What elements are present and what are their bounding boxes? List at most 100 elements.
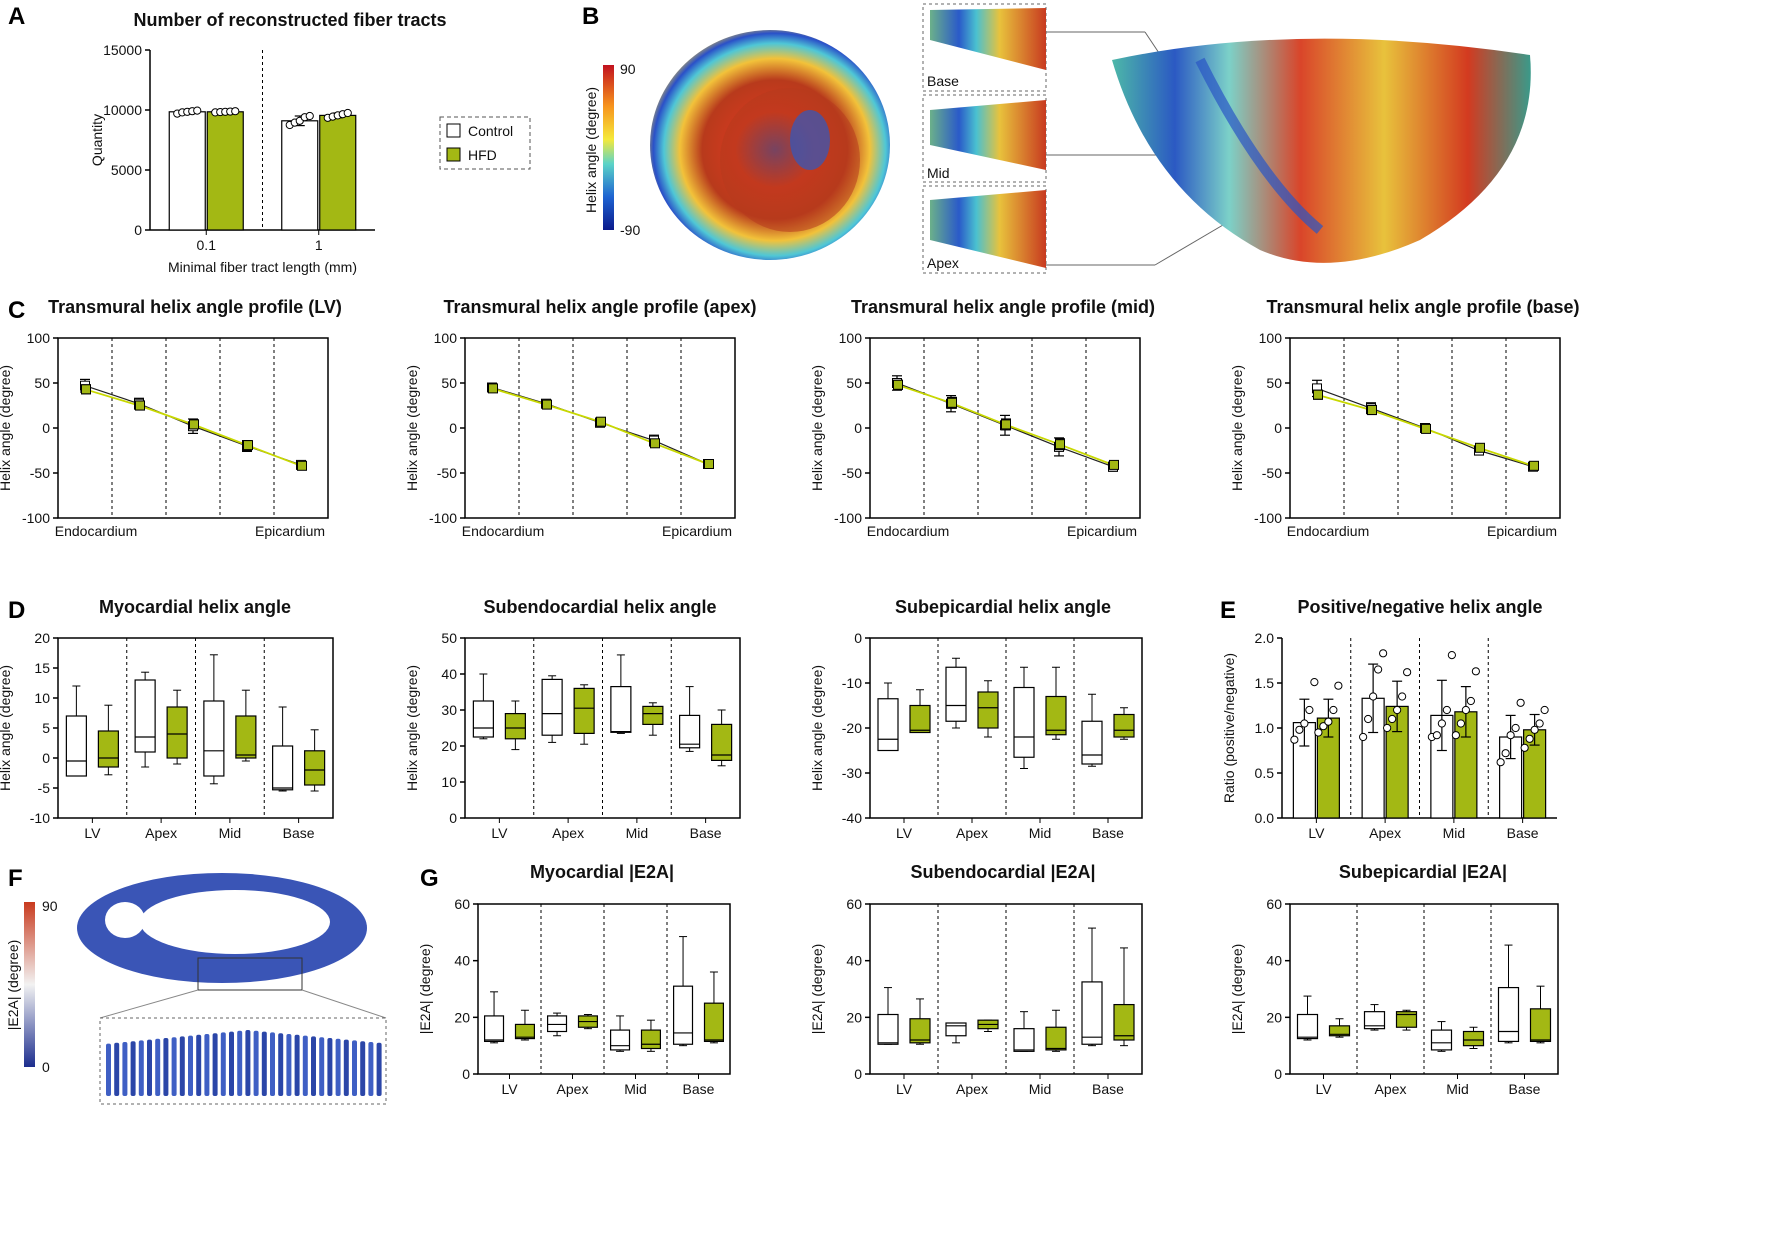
hfd-marker	[704, 459, 714, 469]
x-tick-label: Base	[1092, 1081, 1124, 1097]
data-point	[1300, 719, 1309, 728]
hfd-marker	[135, 400, 145, 411]
y-tick-label: 15	[34, 660, 50, 676]
x-label-epicardium: Epicardium	[1067, 523, 1137, 539]
x-tick-label: LV	[84, 825, 101, 841]
hfd-box	[1113, 713, 1135, 738]
data-point	[1334, 681, 1343, 690]
y-tick-label: 0.5	[1255, 765, 1275, 781]
x-tick-label: Apex	[956, 1081, 988, 1097]
y-axis-label: Helix angle (degree)	[0, 665, 13, 791]
data-point	[1364, 714, 1373, 724]
y-tick-label: 0	[854, 1066, 862, 1082]
helix-colorbar-min: -90	[620, 222, 640, 238]
hfd-box	[514, 1023, 535, 1040]
fiber-column	[352, 1040, 357, 1096]
y-tick-label: 15000	[103, 42, 142, 58]
hfd-marker	[488, 383, 498, 394]
fiber-column	[220, 1032, 226, 1096]
y-tick-label: 40	[441, 666, 457, 682]
panel-f-image: 90 0 |E2A| (degree)	[5, 873, 387, 1105]
x-tick-label: Apex	[1369, 825, 1401, 841]
chart-title: Myocardial helix angle	[99, 597, 291, 617]
fiber-column	[237, 1030, 243, 1096]
y-tick-label: 50	[441, 375, 457, 391]
y-tick-label: -10	[30, 810, 50, 826]
y-tick-label: -100	[1254, 510, 1282, 526]
data-point	[1520, 743, 1529, 752]
control-box	[945, 666, 967, 722]
x-tick-label: LV	[501, 1081, 518, 1097]
hfd-box	[504, 712, 526, 740]
data-point	[1383, 723, 1392, 733]
chart-g2: Subendocardial |E2A| 60 40 20 0 |E2A| (degree…	[809, 862, 1143, 1097]
plot-frame	[1289, 337, 1561, 519]
y-tick-label: 1.0	[1255, 720, 1275, 736]
inset-mid-label: Mid	[927, 165, 950, 181]
data-point	[1535, 719, 1544, 728]
y-tick-label: 0	[134, 222, 142, 238]
chart-title: Transmural helix angle profile (base)	[1266, 297, 1579, 317]
y-axis-label: Quantity	[89, 114, 105, 166]
x-tick-label: LV	[896, 1081, 913, 1097]
e2a-colorbar-max: 90	[42, 898, 58, 914]
data-point	[1501, 749, 1510, 758]
y-tick-label: 0	[449, 810, 457, 826]
fiber-column	[171, 1037, 177, 1096]
hfd-box	[703, 1002, 724, 1043]
chart-a: Number of reconstructed fiber tracts 0 500…	[89, 10, 447, 275]
x-tick-label: LV	[1308, 825, 1325, 841]
hfd-box	[1045, 695, 1067, 736]
fiber-column	[286, 1034, 292, 1096]
hfd-box	[711, 723, 733, 762]
heart-long-axis	[1112, 38, 1531, 263]
hfd-marker	[1421, 423, 1431, 434]
chart-c1: Transmural helix angle profile (LV) 100 50…	[0, 297, 342, 539]
y-tick-label: -100	[429, 510, 457, 526]
chart-g1: Myocardial |E2A| 60 40 20 0 |E2A| (degree) LV A…	[417, 862, 731, 1097]
data-point	[1369, 692, 1378, 701]
hfd-box	[1045, 1026, 1067, 1051]
chart-title: Subepicardial helix angle	[895, 597, 1111, 617]
fiber-column	[179, 1036, 185, 1096]
hfd-marker	[297, 460, 307, 471]
y-tick-label: 0	[449, 420, 457, 436]
fiber-column	[245, 1030, 251, 1096]
x-tick-label: Base	[1092, 825, 1124, 841]
y-tick-label: 20	[846, 1009, 862, 1025]
y-tick-label: 20	[454, 1009, 470, 1025]
control-box	[877, 698, 899, 752]
y-tick-label: -5	[38, 780, 51, 796]
y-tick-label: -100	[834, 510, 862, 526]
fiber-column	[163, 1038, 169, 1096]
chart-title: Transmural helix angle profile (apex)	[443, 297, 756, 317]
y-tick-label: -50	[842, 465, 862, 481]
x-tick-label: Base	[1509, 1081, 1541, 1097]
fiber-column	[270, 1032, 275, 1096]
y-axis-label: Helix angle (degree)	[809, 665, 825, 791]
x-label-endocardium: Endocardium	[462, 523, 545, 539]
fiber-column	[376, 1042, 382, 1096]
y-tick-label: 100	[434, 330, 458, 346]
plot-frame	[464, 337, 736, 519]
data-point	[1437, 719, 1446, 728]
hfd-box	[642, 705, 664, 726]
control-bar	[281, 120, 319, 231]
control-box	[1013, 1028, 1035, 1052]
y-axis-label: Helix angle (degree)	[1229, 365, 1245, 491]
panel-letter-c: C	[8, 297, 25, 324]
hfd-box	[235, 715, 257, 759]
data-point	[1295, 725, 1304, 734]
y-axis-label: |E2A| (degree)	[417, 944, 433, 1035]
hfd-box	[1328, 1025, 1351, 1037]
y-tick-label: 60	[454, 896, 470, 912]
inset-mid: Mid	[922, 94, 1047, 183]
y-tick-label: 10	[34, 690, 50, 706]
data-point	[1359, 732, 1368, 742]
fiber-column	[196, 1034, 202, 1096]
y-tick-label: 100	[839, 330, 863, 346]
data-point	[343, 108, 352, 118]
chart-title: Number of reconstructed fiber tracts	[133, 10, 446, 30]
y-tick-label: 40	[454, 953, 470, 969]
fiber-column	[302, 1035, 308, 1096]
